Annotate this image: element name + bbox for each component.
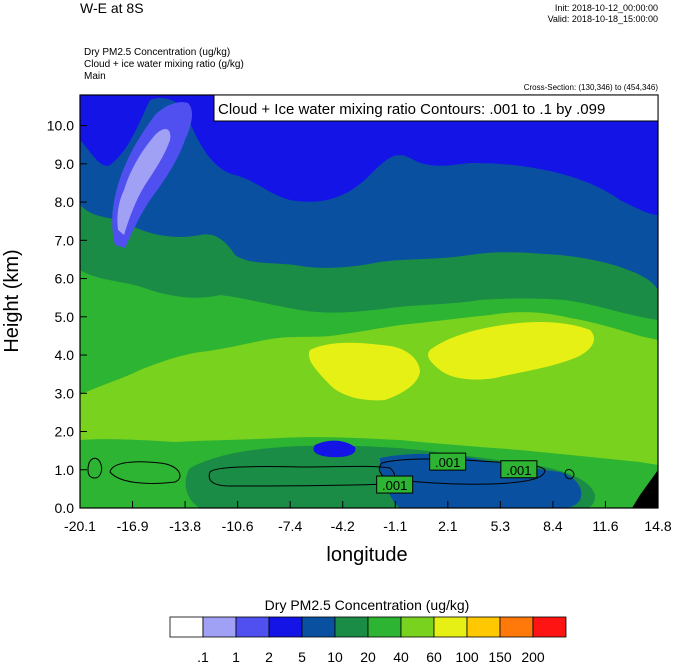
colorbar-label: 40 xyxy=(393,649,409,665)
y-tick-label: 2.0 xyxy=(55,424,75,440)
contour-labels: .001 .001 .001 xyxy=(376,452,538,494)
field-layer-plume-mid xyxy=(112,102,192,249)
x-tick-label: 5.3 xyxy=(491,518,511,534)
x-axis-title: longitude xyxy=(326,544,407,566)
x-tick-label: -10.6 xyxy=(222,518,254,534)
colorbar-label: 20 xyxy=(360,649,376,665)
x-tick-label: 2.1 xyxy=(438,518,458,534)
y-tick-label: 9.0 xyxy=(55,156,75,172)
y-tick-label: 7.0 xyxy=(55,232,75,248)
contour-legend-box xyxy=(213,94,659,122)
x-tick-label: 8.4 xyxy=(543,518,563,534)
contour-label: .001 xyxy=(506,463,531,478)
y-tick-label: 8.0 xyxy=(55,194,75,210)
colorbar-swatch xyxy=(433,616,468,638)
contour-legend-text: Cloud + Ice water mixing ratio Contours:… xyxy=(218,101,605,118)
x-tick-label: -4.2 xyxy=(331,518,355,534)
valid-time: Valid: 2018-10-18_15:00:00 xyxy=(547,14,658,24)
x-tick-label: -16.9 xyxy=(117,518,149,534)
x-tick-label: 11.6 xyxy=(592,518,618,534)
concentration-field xyxy=(80,95,658,508)
colorbar-label: 1 xyxy=(232,649,240,665)
colorbar-label: 2 xyxy=(265,649,273,665)
y-tick-label: 1.0 xyxy=(55,462,75,478)
contour-left xyxy=(87,457,103,479)
colorbar-swatch xyxy=(268,616,303,638)
contour-label-box xyxy=(500,460,538,479)
field-layer-low-blue xyxy=(313,440,356,458)
colorbar-label: 60 xyxy=(426,649,442,665)
colorbar-label: 150 xyxy=(488,649,512,665)
colorbar-title: Dry PM2.5 Concentration (ug/kg) xyxy=(265,597,470,613)
colorbar-label: 100 xyxy=(455,649,479,665)
y-tick-label: 10.0 xyxy=(47,118,74,134)
colorbar-swatch xyxy=(367,616,402,638)
field-layer-edge-black xyxy=(632,470,658,508)
colorbar-label: 10 xyxy=(327,649,343,665)
colorbar-label: 5 xyxy=(298,649,306,665)
colorbar-swatch xyxy=(202,616,237,638)
colorbar-swatch xyxy=(499,616,534,638)
contour-label: .001 xyxy=(435,455,460,470)
contour-label: .001 xyxy=(382,478,407,493)
field-label-main: Main xyxy=(84,71,106,82)
axes: -20.1 -16.9 -13.8 -10.6 -7.4 -4.2 -1.1 2.1 5.3 8.… xyxy=(47,118,672,534)
contour-label-box xyxy=(429,452,467,471)
x-tick-label: -7.4 xyxy=(278,518,302,534)
x-tick-label: -20.1 xyxy=(64,518,96,534)
y-tick-label: 5.0 xyxy=(55,309,75,325)
colorbar-label: .1 xyxy=(197,649,209,665)
colorbar-swatch xyxy=(334,616,369,638)
colorbar-swatch xyxy=(532,616,567,638)
y-tick-label: 6.0 xyxy=(55,271,75,287)
colorbar-swatch xyxy=(169,616,204,638)
x-tick-label: -1.1 xyxy=(383,518,407,534)
y-tick-label: 4.0 xyxy=(55,347,75,363)
contour-right-2 xyxy=(564,469,575,480)
field-layer-yellow-2 xyxy=(428,322,595,380)
colorbar: .1 1 2 5 10 20 40 60 100 150 200 xyxy=(169,616,567,665)
x-tick-label: -13.8 xyxy=(169,518,201,534)
field-layer-plume-light xyxy=(117,128,171,235)
y-tick-label: 0.0 xyxy=(55,500,75,516)
colorbar-label: 200 xyxy=(521,649,545,665)
field-label-cloud: Cloud + ice water mixing ratio (g/kg) xyxy=(84,59,244,70)
y-axis-title: Height (km) xyxy=(1,249,23,352)
field-layer-yellow xyxy=(308,342,420,401)
colorbar-swatch xyxy=(400,616,435,638)
contour-label-box xyxy=(376,475,414,494)
contour-left-2 xyxy=(109,461,181,484)
x-tick-label: 14.8 xyxy=(644,518,671,534)
colorbar-swatch xyxy=(301,616,336,638)
field-label-pm25: Dry PM2.5 Concentration (ug/kg) xyxy=(84,47,231,58)
chart-title: W-E at 8S xyxy=(80,0,144,16)
contour-legend: Cloud + Ice water mixing ratio Contours:… xyxy=(213,94,659,122)
y-tick-label: 3.0 xyxy=(55,385,75,401)
cross-section-label: Cross-Section: (130,346) to (454,346) xyxy=(523,83,658,92)
init-time: Init: 2018-10-12_00:00:00 xyxy=(554,3,658,13)
colorbar-swatch xyxy=(235,616,270,638)
colorbar-swatch xyxy=(466,616,501,638)
